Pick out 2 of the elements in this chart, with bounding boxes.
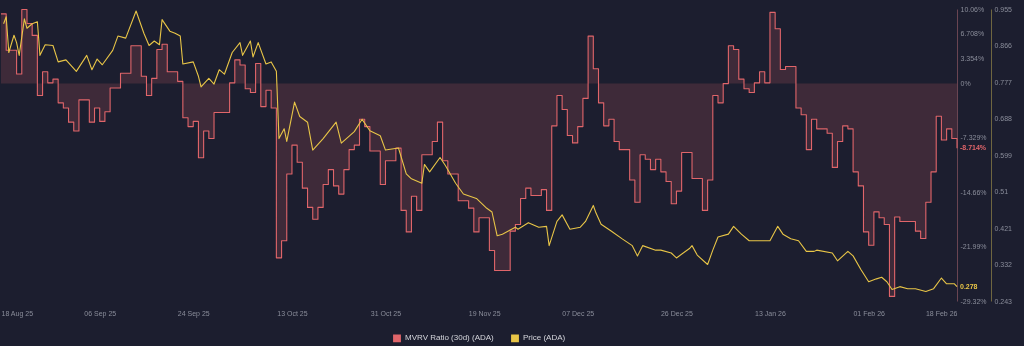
legend-label: MVRV Ratio (30d) (ADA): [405, 333, 495, 343]
legend-label: Price (ADA): [523, 333, 566, 343]
